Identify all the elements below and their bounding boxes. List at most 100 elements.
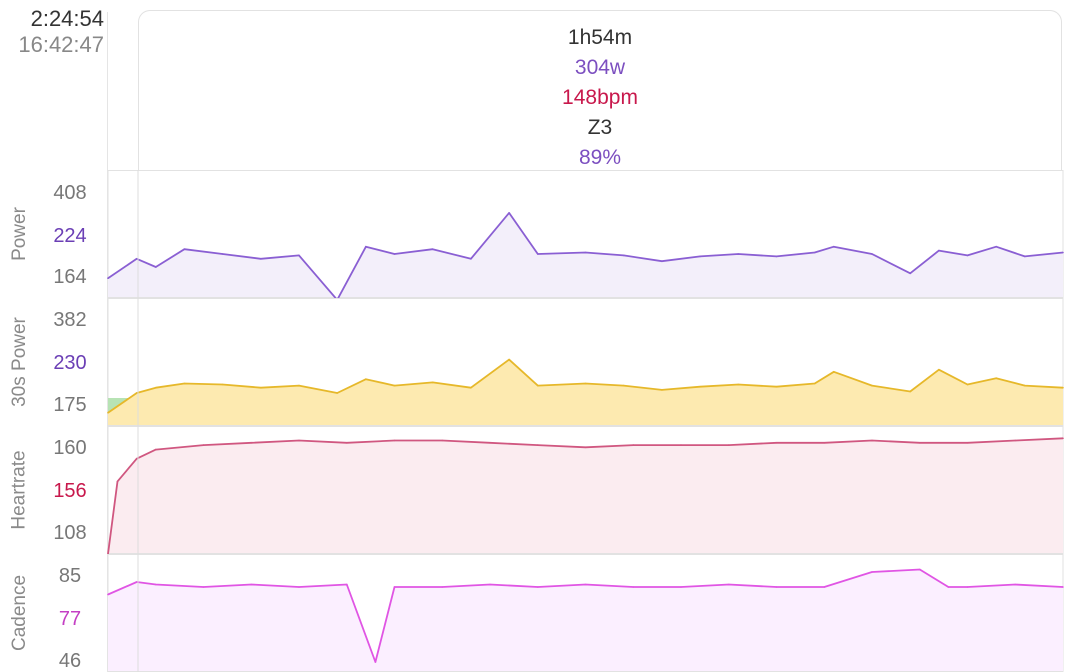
cadence-point [966, 586, 969, 588]
cadence-point [135, 581, 138, 583]
cadence-point [871, 571, 873, 573]
power30s-max-tick: 382 [53, 309, 87, 331]
power30s-axis-label: 30s Power [9, 317, 30, 407]
cadence-point [919, 568, 921, 571]
cadence-point [107, 593, 109, 596]
power-point [107, 277, 109, 279]
power-point [298, 254, 300, 257]
power30s-panel[interactable]: 30s Power 382 230 175 [0, 298, 1065, 426]
cadence-series-area [108, 569, 1063, 671]
power-point [221, 253, 224, 255]
power-min-tick: 164 [53, 266, 87, 288]
power30s-avg-tick: 230 [53, 352, 87, 374]
power-point [661, 260, 663, 262]
heartrate-panel[interactable]: Heartrate 160 156 108 [0, 426, 1065, 554]
cadence-avg-tick: 77 [58, 608, 82, 630]
heartrate-chart[interactable] [0, 426, 1065, 554]
cadence-point [1062, 586, 1064, 588]
power30s-point [107, 411, 109, 414]
power-point [365, 245, 367, 248]
power-point [135, 258, 138, 260]
power30s-point [909, 390, 911, 393]
cadence-point [298, 586, 300, 588]
summary-duration: 1h54m [567, 26, 633, 49]
cadence-series-line [107, 568, 1064, 663]
power-point [260, 258, 262, 260]
power30s-point [813, 382, 816, 385]
power30s-point [833, 371, 835, 373]
power-chart[interactable] [0, 170, 1065, 298]
power-point [183, 248, 186, 250]
power-point [938, 249, 940, 252]
power30s-point [938, 368, 940, 371]
heartrate-point [584, 446, 587, 449]
heartrate-point [393, 439, 396, 442]
heartrate-point [919, 442, 921, 444]
power-axis-label: Power [9, 207, 31, 261]
cadence-point [947, 586, 950, 588]
cadence-point [728, 583, 730, 586]
power-point [1062, 251, 1064, 254]
clock-time: 16:42:47 [18, 32, 104, 57]
power-panel[interactable]: Power 408 224 164 [0, 170, 1065, 298]
heartrate-point [135, 457, 138, 460]
heartrate-min-tick: 108 [53, 522, 87, 544]
heartrate-point [116, 480, 119, 483]
power30s-point [584, 382, 587, 385]
cadence-point [250, 583, 253, 586]
power30s-point [966, 383, 969, 386]
power-point [909, 272, 911, 275]
power-series-area [108, 212, 1063, 298]
cadence-point [537, 586, 539, 588]
power30s-point [135, 392, 138, 394]
power30s-point [1024, 384, 1026, 387]
power-point [622, 254, 625, 257]
power30s-point [871, 384, 873, 387]
power30s-point [537, 384, 539, 387]
power-point [508, 212, 510, 214]
cadence-min-tick: 46 [58, 650, 82, 672]
power-point [393, 253, 396, 255]
power-point [995, 245, 997, 248]
power-point [584, 251, 587, 254]
cadence-point [775, 586, 778, 588]
summary-panel: 1h54m 304w 148bpm Z3 89% [138, 10, 1062, 170]
power30s-point [298, 384, 300, 387]
power-point [537, 253, 539, 255]
summary-percent: 89% [578, 146, 622, 169]
cadence-point [441, 586, 444, 588]
heartrate-point [155, 448, 157, 451]
power30s-point [622, 384, 625, 387]
power-point [813, 251, 816, 254]
heartrate-point [775, 442, 778, 444]
heartrate-point [107, 553, 109, 554]
power-point [833, 245, 835, 248]
power30s-chart[interactable] [0, 298, 1065, 426]
cadence-point [489, 583, 491, 586]
heartrate-point [632, 444, 635, 446]
power30s-point [155, 386, 157, 389]
heartrate-axis-label: Heartrate [9, 450, 31, 530]
heartrate-point [441, 439, 444, 442]
power-point [155, 266, 157, 268]
cadence-point [584, 583, 587, 586]
heartrate-point [680, 444, 682, 446]
cadence-point [374, 661, 377, 663]
power30s-point [1062, 386, 1064, 389]
heartrate-point [489, 442, 491, 444]
heartrate-point [346, 442, 348, 444]
cadence-point [202, 586, 205, 588]
power30s-series-area [108, 359, 1063, 425]
cadence-chart[interactable] [0, 554, 1065, 672]
power30s-point [221, 383, 224, 386]
heartrate-point [537, 444, 539, 446]
power-point [1024, 255, 1026, 258]
cadence-panel[interactable]: Cadence 85 77 46 [0, 554, 1065, 672]
power30s-point [508, 358, 510, 361]
power30s-point [995, 377, 997, 379]
power-point [871, 253, 873, 255]
power30s-point [699, 385, 701, 388]
heartrate-point [298, 439, 300, 442]
summary-heartrate: 148bpm [562, 86, 638, 109]
power-point [966, 254, 969, 257]
